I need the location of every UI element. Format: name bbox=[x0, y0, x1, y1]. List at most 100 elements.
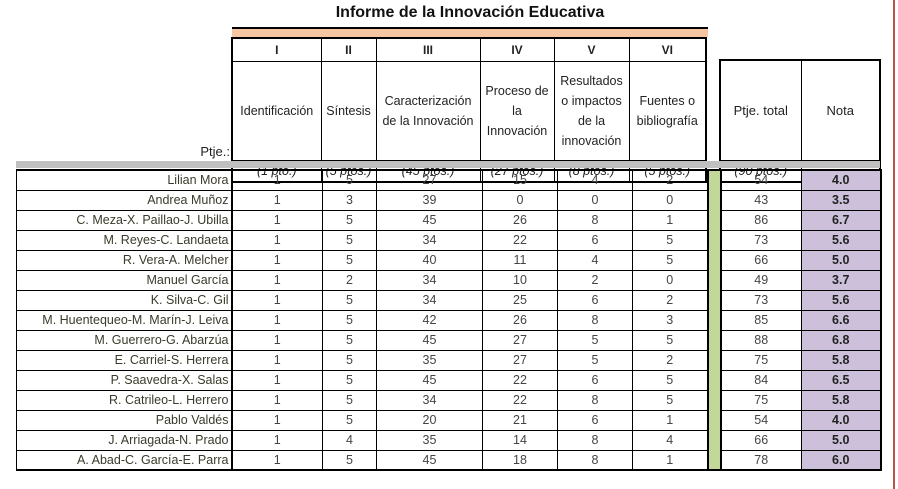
student-name: M. Huentequeo-M. Marín-J. Leiva bbox=[16, 309, 232, 331]
total-score: 88 bbox=[719, 329, 802, 351]
score-v: 8 bbox=[557, 389, 633, 411]
score-i: 1 bbox=[230, 229, 323, 251]
score-iii: 34 bbox=[376, 269, 483, 291]
table-row: P. Saavedra-X. Salas 1 5 45 22 6 5 84 6.… bbox=[16, 369, 882, 391]
score-iii: 34 bbox=[376, 289, 483, 311]
score-iv: 15 bbox=[482, 169, 558, 191]
score-ii: 4 bbox=[322, 429, 377, 451]
total-score: 86 bbox=[719, 209, 802, 231]
score-vi: 5 bbox=[632, 229, 709, 251]
score-v: 8 bbox=[557, 209, 633, 231]
score-iv: 22 bbox=[482, 369, 558, 391]
total-score: 49 bbox=[719, 269, 802, 291]
score-ii: 5 bbox=[322, 229, 377, 251]
green-separator bbox=[707, 250, 721, 270]
score-iii: 35 bbox=[376, 349, 483, 371]
nota-value: 6.7 bbox=[801, 209, 882, 231]
table-row: Manuel García 1 2 34 10 2 0 49 3.7 bbox=[16, 269, 882, 291]
criterion-name: Fuentes o bibliografía bbox=[628, 60, 707, 161]
table-row: Pablo Valdés 1 5 20 21 6 1 54 4.0 bbox=[16, 409, 882, 431]
student-name: Andrea Muñoz bbox=[16, 189, 232, 211]
table-row: M. Huentequeo-M. Marín-J. Leiva 1 5 42 2… bbox=[16, 309, 882, 331]
table-row: Lilian Mora 1 5 27 15 4 2 54 4.0 bbox=[16, 169, 882, 191]
score-i: 1 bbox=[230, 169, 323, 191]
score-iii: 42 bbox=[376, 309, 483, 331]
score-vi: 5 bbox=[632, 249, 709, 271]
score-v: 2 bbox=[557, 269, 633, 291]
criterion-name: Proceso de la Innovación bbox=[479, 60, 555, 161]
nota-value: 4.0 bbox=[801, 169, 882, 191]
table-row: E. Carriel-S. Herrera 1 5 35 27 5 2 75 5… bbox=[16, 349, 882, 371]
score-ii: 5 bbox=[322, 309, 377, 331]
total-score: 66 bbox=[719, 429, 802, 451]
score-iii: 39 bbox=[376, 189, 483, 211]
score-vi: 0 bbox=[632, 189, 709, 211]
student-name: R. Catrileo-L. Herrero bbox=[16, 389, 232, 411]
score-v: 6 bbox=[557, 369, 633, 391]
nota-value: 4.0 bbox=[801, 409, 882, 431]
score-iv: 21 bbox=[482, 409, 558, 431]
score-v: 8 bbox=[557, 429, 633, 451]
table-row: M. Reyes-C. Landaeta 1 5 34 22 6 5 73 5.… bbox=[16, 229, 882, 251]
score-iv: 14 bbox=[482, 429, 558, 451]
score-i: 1 bbox=[230, 269, 323, 291]
title-band bbox=[232, 29, 708, 37]
score-ii: 5 bbox=[322, 449, 377, 471]
green-separator bbox=[707, 390, 721, 410]
green-separator bbox=[707, 230, 721, 250]
score-i: 1 bbox=[230, 249, 323, 271]
page-right-border bbox=[893, 0, 895, 489]
score-i: 1 bbox=[230, 449, 323, 471]
nota-value: 5.8 bbox=[801, 349, 882, 371]
score-vi: 2 bbox=[632, 349, 709, 371]
score-ii: 5 bbox=[322, 289, 377, 311]
total-score: 75 bbox=[719, 349, 802, 371]
score-i: 1 bbox=[230, 349, 323, 371]
table-row: Andrea Muñoz 1 3 39 0 0 0 43 3.5 bbox=[16, 189, 882, 211]
header-separator-bar bbox=[16, 161, 880, 168]
score-ii: 2 bbox=[322, 269, 377, 291]
score-v: 6 bbox=[557, 409, 633, 431]
nota-value: 5.0 bbox=[801, 429, 882, 451]
table-row: A. Abad-C. García-E. Parra 1 5 45 18 8 1… bbox=[16, 449, 882, 471]
score-iii: 20 bbox=[376, 409, 483, 431]
score-v: 6 bbox=[557, 289, 633, 311]
score-vi: 3 bbox=[632, 309, 709, 331]
score-ii: 5 bbox=[322, 409, 377, 431]
nota-value: 5.6 bbox=[801, 229, 882, 251]
green-separator bbox=[707, 310, 721, 330]
total-score: 54 bbox=[719, 169, 802, 191]
student-name: Lilian Mora bbox=[16, 169, 232, 191]
total-score: 73 bbox=[719, 229, 802, 251]
criterion-name: Caracterización de la Innovación bbox=[375, 60, 481, 161]
title-rule bbox=[232, 27, 708, 29]
report-title: Informe de la Innovación Educativa bbox=[335, 4, 605, 21]
total-label: Ptje. total bbox=[719, 59, 802, 161]
score-iii: 35 bbox=[376, 429, 483, 451]
score-vi: 4 bbox=[632, 429, 709, 451]
total-score: 73 bbox=[719, 289, 802, 311]
score-v: 6 bbox=[557, 229, 633, 251]
student-name: R. Vera-A. Melcher bbox=[16, 249, 232, 271]
score-iv: 26 bbox=[482, 309, 558, 331]
score-iv: 18 bbox=[482, 449, 558, 471]
total-score: 85 bbox=[719, 309, 802, 331]
score-ii: 5 bbox=[322, 329, 377, 351]
score-iv: 26 bbox=[482, 209, 558, 231]
score-iii: 45 bbox=[376, 369, 483, 391]
score-i: 1 bbox=[230, 389, 323, 411]
score-v: 4 bbox=[557, 169, 633, 191]
nota-label: Nota bbox=[800, 59, 881, 161]
student-name: E. Carriel-S. Herrera bbox=[16, 349, 232, 371]
green-separator bbox=[707, 330, 721, 350]
green-separator bbox=[707, 210, 721, 230]
score-i: 1 bbox=[230, 289, 323, 311]
score-iv: 27 bbox=[482, 349, 558, 371]
score-v: 4 bbox=[557, 249, 633, 271]
score-iv: 22 bbox=[482, 389, 558, 411]
green-separator bbox=[707, 270, 721, 290]
score-v: 5 bbox=[557, 329, 633, 351]
student-name: Pablo Valdés bbox=[16, 409, 232, 431]
nota-value: 5.8 bbox=[801, 389, 882, 411]
score-iii: 45 bbox=[376, 329, 483, 351]
